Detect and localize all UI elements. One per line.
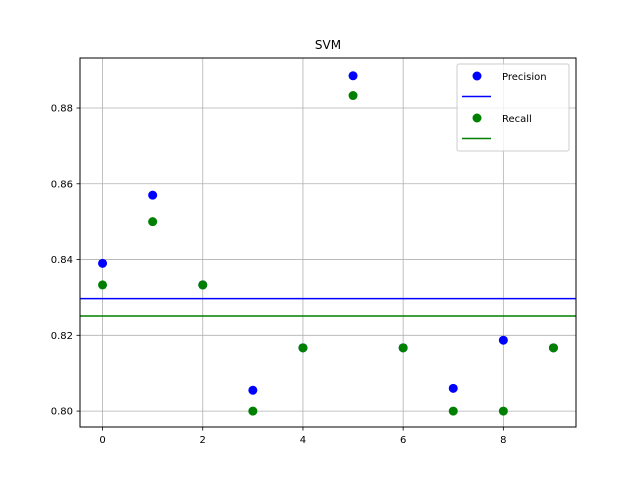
recall-point bbox=[548, 343, 558, 353]
precision-point bbox=[98, 258, 108, 268]
precision-point bbox=[248, 385, 258, 395]
y-tick-label: 0.84 bbox=[51, 255, 73, 266]
recall-point bbox=[448, 406, 458, 416]
precision-point bbox=[498, 335, 508, 345]
precision-point bbox=[148, 190, 158, 200]
data-points bbox=[98, 71, 558, 416]
x-tick-label: 6 bbox=[400, 435, 406, 446]
y-tick-label: 0.88 bbox=[51, 104, 73, 115]
legend: Precision Recall bbox=[456, 63, 570, 152]
plot-frame bbox=[79, 57, 577, 428]
recall-point bbox=[348, 91, 358, 101]
y-tick-label: 0.80 bbox=[51, 407, 73, 418]
x-tick-label: 2 bbox=[200, 435, 206, 446]
recall-point bbox=[198, 280, 208, 290]
legend-precision-marker bbox=[472, 71, 482, 81]
precision-point bbox=[448, 383, 458, 393]
y-tick-label: 0.86 bbox=[51, 179, 73, 190]
legend-precision-label: Precision bbox=[502, 72, 547, 83]
legend-recall-label: Recall bbox=[502, 114, 532, 125]
x-tick-label: 8 bbox=[500, 435, 506, 446]
precision-point bbox=[348, 71, 358, 81]
recall-point bbox=[398, 343, 408, 353]
legend-recall-marker bbox=[472, 113, 482, 123]
x-tick-label: 0 bbox=[99, 435, 105, 446]
recall-point bbox=[248, 406, 258, 416]
axes: 0 2 4 6 8 0.80 0.82 0.84 0.86 0.88 bbox=[51, 104, 507, 446]
recall-point bbox=[298, 343, 308, 353]
recall-point bbox=[98, 280, 108, 290]
x-tick-label: 4 bbox=[300, 435, 306, 446]
legend-box bbox=[456, 63, 570, 152]
y-tick-label: 0.82 bbox=[51, 331, 73, 342]
recall-point bbox=[148, 217, 158, 227]
mean-lines bbox=[80, 297, 576, 317]
chart-title: SVM bbox=[315, 38, 341, 52]
recall-point bbox=[498, 406, 508, 416]
